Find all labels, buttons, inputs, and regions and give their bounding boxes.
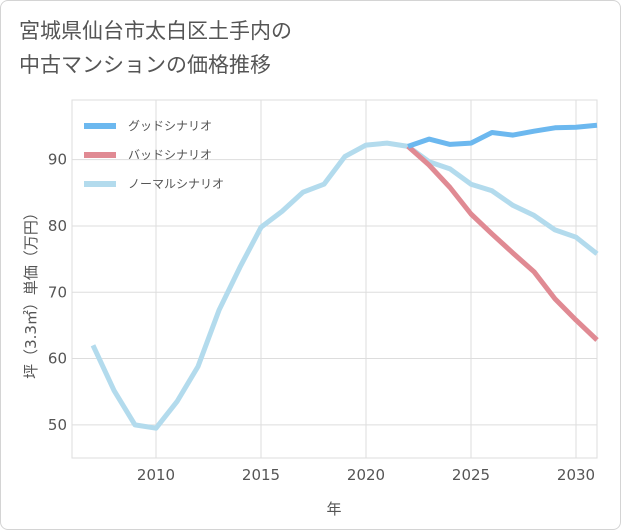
x-tick-label-2015: 2015 xyxy=(242,466,280,484)
x-tick-label-2030: 2030 xyxy=(557,466,595,484)
series-line-2 xyxy=(90,140,599,431)
x-tick-labels: 2010 2015 2020 2025 2030 xyxy=(137,466,595,484)
y-tick-label-80: 80 xyxy=(48,217,67,235)
x-axis-title: 年 xyxy=(326,500,341,518)
legend-label-1: バッドシナリオ xyxy=(128,148,212,162)
y-tick-label-60: 60 xyxy=(48,350,67,368)
y-tick-label-50: 50 xyxy=(48,416,67,434)
x-tick-label-2010: 2010 xyxy=(137,466,175,484)
title-line-2: 中古マンションの価格推移 xyxy=(19,53,271,77)
x-tick-label-2020: 2020 xyxy=(347,466,385,484)
grid-lines xyxy=(72,100,597,458)
y-tick-labels: 50 60 70 80 90 xyxy=(48,151,67,434)
x-tick-label-2025: 2025 xyxy=(452,466,490,484)
legend-label-0: グッドシナリオ xyxy=(128,119,212,133)
series-lines xyxy=(90,122,599,431)
y-tick-label-90: 90 xyxy=(48,151,67,169)
plot-area-border xyxy=(71,99,598,459)
title-line-1: 宮城県仙台市太白区土手内の xyxy=(19,19,292,43)
legend-label-2: ノーマルシナリオ xyxy=(128,177,224,191)
series-line-0 xyxy=(407,122,598,149)
y-axis-title: 坪（3.3㎡）単価（万円） xyxy=(22,205,40,379)
y-tick-label-70: 70 xyxy=(48,283,67,301)
page-title: 宮城県仙台市太白区土手内の 中古マンションの価格推移 xyxy=(19,14,292,82)
series-line-1 xyxy=(406,144,599,342)
